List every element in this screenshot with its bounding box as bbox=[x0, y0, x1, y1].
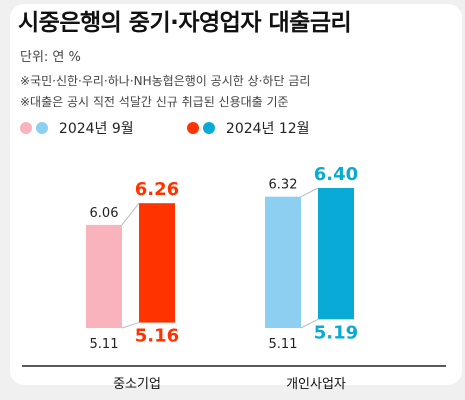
category-label-1: 개인사업자 bbox=[286, 377, 346, 392]
legend-swatch-dec-blue bbox=[203, 122, 216, 134]
connector-top-1 bbox=[300, 187, 319, 198]
value-high-0-0: 6.06 bbox=[90, 206, 119, 221]
legend-swatch-sep-blue bbox=[36, 122, 49, 134]
bar-0-1 bbox=[139, 203, 175, 323]
legend-item-sep: 2024년 9월 bbox=[20, 118, 134, 138]
value-low-1-0: 5.11 bbox=[269, 337, 298, 352]
bar-1-0 bbox=[265, 196, 301, 328]
note-banks: ※국민·신한·우리·하나·NH농협은행이 공시한 상·하단 금리 bbox=[20, 74, 311, 88]
bar-0-0 bbox=[86, 224, 122, 328]
value-high-1-1: 6.40 bbox=[314, 164, 358, 185]
legend-label-sep: 2024년 9월 bbox=[58, 121, 134, 137]
value-high-0-1: 6.26 bbox=[135, 179, 179, 200]
chart-title: 시중은행의 중기·자영업자 대출금리 bbox=[18, 10, 352, 36]
category-label-0: 중소기업 bbox=[113, 377, 161, 392]
connector-top-0 bbox=[121, 202, 140, 226]
legend-swatch-sep-pink bbox=[20, 122, 32, 134]
legend-label-dec: 2024년 12월 bbox=[225, 121, 310, 137]
chart-card bbox=[10, 4, 462, 385]
value-low-0-0: 5.11 bbox=[90, 337, 119, 352]
bar-1-1 bbox=[318, 188, 354, 320]
value-low-0-1: 5.16 bbox=[135, 326, 179, 347]
value-low-1-1: 5.19 bbox=[314, 322, 358, 343]
legend-item-dec: 2024년 12월 bbox=[187, 118, 310, 138]
unit-label: 단위: 연 % bbox=[20, 50, 81, 65]
connector-bottom-0 bbox=[121, 322, 140, 329]
value-high-1-0: 6.32 bbox=[269, 178, 298, 193]
note-basis: ※대출은 공시 직전 석달간 신규 취급된 신용대출 기준 bbox=[20, 95, 289, 109]
legend-swatch-dec-red bbox=[187, 122, 199, 134]
connector-bottom-1 bbox=[300, 318, 319, 329]
